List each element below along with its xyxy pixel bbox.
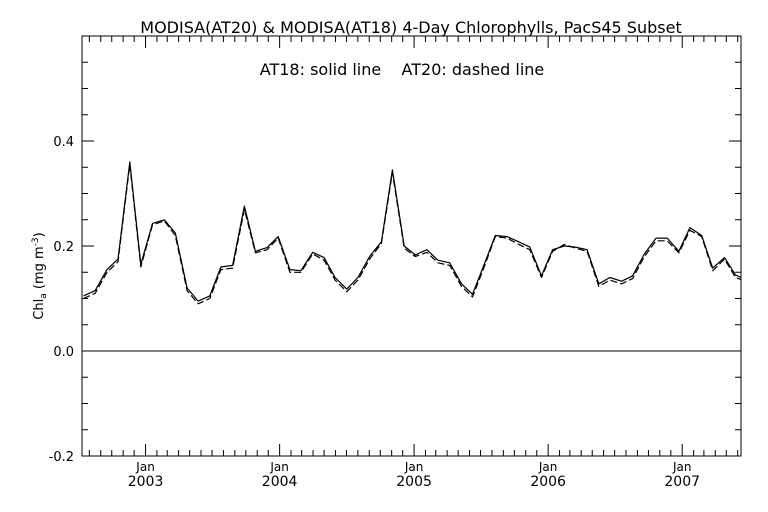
x-tick-year-label: 2005 — [396, 474, 432, 490]
y-axis-label-main: Chl — [32, 299, 47, 320]
x-tick-month-label: Jan — [672, 460, 692, 474]
y-axis-label-close: ) — [32, 232, 47, 237]
x-tick-month-label: Jan — [269, 460, 289, 474]
y-axis-label: Chla (mg m-3) — [31, 232, 49, 319]
x-tick-month-label: Jan — [538, 460, 558, 474]
x-tick-year-label: 2003 — [128, 474, 164, 490]
series-line-at18 — [83, 161, 742, 302]
y-axis-label-unit: (mg m — [32, 246, 47, 293]
x-tick-month-label: Jan — [404, 460, 424, 474]
y-tick-label: 0.2 — [53, 240, 74, 255]
x-tick-month-label: Jan — [135, 460, 155, 474]
y-tick-label: 0.0 — [53, 345, 74, 360]
y-tick-label: 0.4 — [53, 135, 74, 150]
x-tick-year-label: 2004 — [262, 474, 298, 490]
plot-frame — [81, 35, 742, 457]
line-style-annotation: AT18: solid line AT20: dashed line — [260, 60, 545, 79]
x-tick-year-label: 2007 — [664, 474, 700, 490]
y-tick-label: -0.2 — [49, 450, 74, 465]
x-tick-year-label: 2006 — [530, 474, 566, 490]
series-line-at20 — [83, 164, 742, 305]
y-axis-label-superscript: -3 — [31, 237, 41, 246]
chart-title: MODISA(AT20) & MODISA(AT18) 4-Day Chloro… — [140, 18, 681, 37]
y-axis-label-subscript: a — [39, 293, 49, 299]
